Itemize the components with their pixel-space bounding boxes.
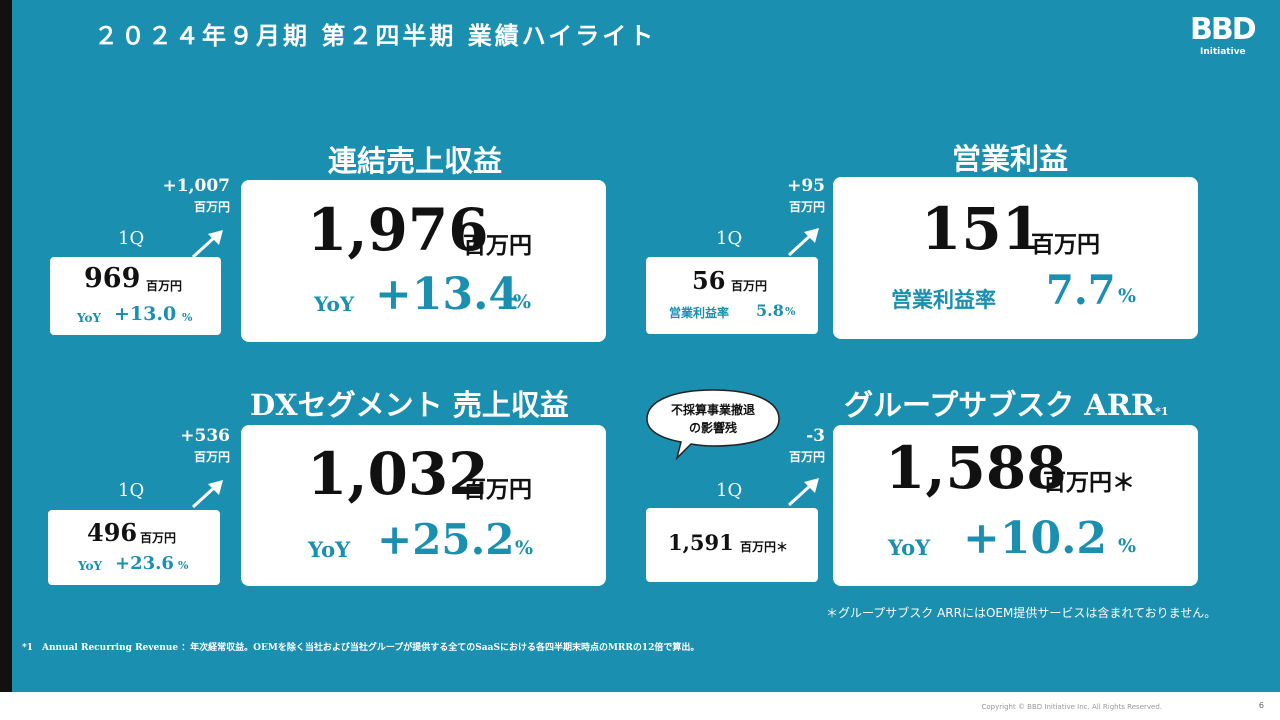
op-profit-margin-value: 7.7 [1046,267,1116,314]
arr-title-text: グループサブスク ARR [844,388,1156,422]
company-logo: BBD Initiative [1190,12,1257,60]
dx-q1-yoy-label: YoY [78,559,103,573]
op-profit-delta-value: +95 [787,176,825,196]
bubble-line-1: 不採算事業撤退 [670,403,755,417]
op-profit-q1-margin-pct: % [785,305,796,318]
op-profit-delta-unit: 百万円 [788,200,825,214]
revenue-title: 連結売上収益 [328,144,503,178]
dx-yoy-value: +25.2 [377,515,515,564]
up-arrow-icon [191,480,223,509]
op-profit-unit: 百万円 [1031,231,1100,258]
bubble-text: 不採算事業撤退 の影響残 [641,401,785,437]
revenue-delta-unit: 百万円 [193,200,230,214]
dx-title: DXセグメント 売上収益 [250,388,569,422]
op-profit-q1-value: 56 [692,266,726,295]
op-profit-q1-margin-label: 営業利益率 [669,306,730,320]
revenue-delta-value: +1,007 [162,176,230,196]
logo-subtitle: Initiative [1200,47,1246,57]
op-profit-q1-unit: 百万円 [731,279,768,293]
arr-delta-unit: 百万円 [788,450,825,464]
arr-unit: 百万円＊ [1043,469,1135,496]
dx-card: 1,032 百万円 YoY +25.2 % [241,425,606,586]
arr-title-footnote-mark: *1 [1155,405,1169,418]
dx-delta-unit: 百万円 [193,450,230,464]
arr-yoy-label: YoY [888,535,931,560]
revenue-yoy-label: YoY [314,292,355,316]
dx-unit: 百万円 [463,476,532,503]
page-number: 6 [1258,701,1264,710]
revenue-value: 1,976 [307,196,489,264]
arr-card: 1,588 百万円＊ YoY +10.2 % [833,425,1198,586]
revenue-q1-yoy-pct: % [182,311,193,324]
dx-value: 1,032 [307,440,489,508]
page-title: ２０２４年９月期 第２四半期 業績ハイライト [94,21,657,50]
logo-letters: BBD [1190,12,1257,47]
op-profit-q1-margin-value: 5.8 [756,301,784,320]
copyright: Copyright © BBD Initiative Inc. All Righ… [981,703,1162,711]
arr-yoy-pct: % [1118,535,1137,557]
revenue-delta: +1,007 百万円 [150,176,230,215]
revenue-q1-yoy-value: +13.0 [114,303,177,325]
up-arrow-icon [787,228,819,257]
revenue-q1-unit: 百万円 [146,279,183,293]
dx-q1-card: 496 百万円 YoY +23.6 % [48,510,220,585]
arr-title: グループサブスク ARR*1 [844,382,1168,424]
dx-q1-yoy-pct: % [178,559,189,572]
dx-delta-value: +536 [180,426,230,446]
op-profit-title: 営業利益 [952,142,1069,176]
dx-delta: +536 百万円 [150,426,230,465]
dx-q1-value: 496 [87,518,138,547]
op-profit-q1-card: 56 百万円 営業利益率 5.8 % [646,257,818,334]
speech-bubble-icon [646,389,780,461]
op-profit-margin-label: 営業利益率 [891,287,996,312]
op-profit-card: 151 百万円 営業利益率 7.7 % [833,177,1198,339]
revenue-q1-yoy-label: YoY [77,311,102,325]
op-profit-value: 151 [921,195,1043,263]
dx-q1-unit: 百万円 [140,531,177,545]
footnote: *1 Annual Recurring Revenue ：年次経常収益。OEMを… [22,643,700,653]
arr-delta: -3 百万円 [745,426,825,465]
revenue-card: 1,976 百万円 YoY +13.4 % [241,180,606,342]
dx-q1-label: 1Q [118,480,145,501]
arr-q1-card: 1,591 百万円＊ [646,508,818,582]
dx-q1-yoy-value: +23.6 [115,553,174,574]
left-edge-bar [0,0,12,692]
revenue-q1-value: 969 [84,263,141,294]
arr-delta-value: -3 [806,426,825,446]
revenue-yoy-value: +13.4 [375,269,520,320]
arr-value: 1,588 [885,434,1067,502]
bubble-line-2: の影響残 [688,421,737,435]
arr-q1-label: 1Q [716,480,743,501]
op-profit-q1-label: 1Q [716,228,743,249]
up-arrow-icon [191,230,223,259]
footer-band [0,692,1280,720]
arr-q1-value: 1,591 [668,530,734,555]
dx-yoy-label: YoY [308,537,351,562]
op-profit-delta: +95 百万円 [745,176,825,215]
revenue-yoy-pct: % [513,291,532,313]
revenue-q1-card: 969 百万円 YoY +13.0 % [50,257,221,335]
up-arrow-icon [787,478,819,507]
revenue-q1-label: 1Q [118,228,145,249]
revenue-unit: 百万円 [463,232,532,259]
arr-exclusion-note: ＊グループサブスク ARRにはOEM提供サービスは含まれておりません。 [826,606,1217,620]
dx-yoy-pct: % [515,537,534,559]
op-profit-margin-pct: % [1118,285,1137,307]
arr-q1-unit: 百万円＊ [740,540,789,554]
arr-yoy-value: +10.2 [963,513,1108,564]
